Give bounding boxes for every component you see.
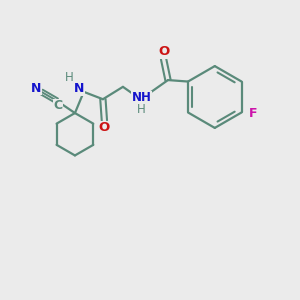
Text: NH: NH	[131, 91, 152, 104]
Text: H: H	[137, 103, 146, 116]
Text: N: N	[74, 82, 85, 95]
Text: O: O	[158, 45, 169, 58]
Text: C: C	[54, 100, 63, 112]
Text: H: H	[65, 71, 74, 84]
Text: F: F	[248, 107, 257, 120]
Text: N: N	[31, 82, 41, 95]
Text: O: O	[99, 121, 110, 134]
